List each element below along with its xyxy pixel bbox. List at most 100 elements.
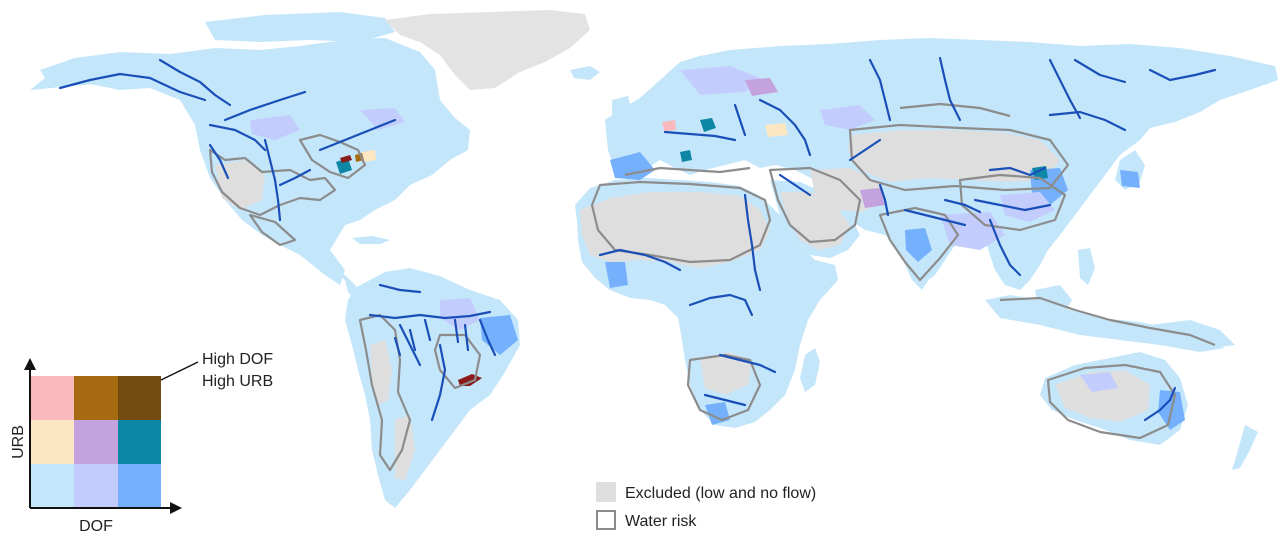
mid-dof-patch bbox=[820, 105, 875, 130]
river-murray bbox=[1143, 386, 1177, 422]
water-risk-australia bbox=[1046, 363, 1177, 440]
legend-cell-r2-c2 bbox=[118, 464, 161, 508]
river-mekong bbox=[988, 218, 1022, 277]
legend-x-axis-arrow bbox=[170, 502, 182, 514]
water-risk-north-america bbox=[208, 148, 337, 217]
river-orange bbox=[703, 393, 747, 407]
risk-patches bbox=[250, 66, 1185, 430]
river-danube bbox=[663, 130, 737, 142]
legend-x-axis-label: DOF bbox=[79, 518, 113, 535]
legend-callout-line1: High DOF bbox=[202, 351, 273, 368]
river-amu-darya bbox=[848, 138, 882, 162]
pink-patch bbox=[662, 120, 676, 131]
river-congo bbox=[688, 293, 754, 317]
lavender-patch bbox=[860, 188, 885, 208]
water-risk-central-asia bbox=[848, 123, 1070, 192]
water-risk-middle-east bbox=[768, 166, 862, 244]
river-niger bbox=[598, 248, 682, 272]
australia-excluded bbox=[1055, 370, 1150, 422]
atacama-excluded bbox=[370, 340, 392, 405]
river-yellow bbox=[988, 166, 1047, 177]
high-dof-patch bbox=[605, 262, 628, 288]
water-risk-swatch bbox=[596, 510, 616, 530]
river-lena bbox=[1048, 58, 1082, 120]
river-brahmaputra bbox=[943, 198, 982, 214]
patagonia-excluded bbox=[395, 415, 415, 480]
river-tributaries-amazon bbox=[393, 318, 470, 357]
river-nelson bbox=[223, 90, 307, 122]
mid-dof-patch bbox=[1000, 192, 1055, 222]
teal-patch bbox=[336, 158, 352, 174]
water-risk-us-east bbox=[298, 133, 367, 180]
water-risk-mexico bbox=[248, 213, 297, 247]
papua-land bbox=[1150, 320, 1235, 348]
river-orinoco bbox=[378, 283, 422, 294]
philippines-land bbox=[1078, 248, 1095, 285]
legend-callout-line2: High URB bbox=[202, 373, 273, 390]
mid-dof-patch bbox=[940, 212, 1005, 250]
water-risk-label: Water risk bbox=[625, 513, 697, 530]
river-yenisei bbox=[938, 56, 962, 122]
new-zealand-land bbox=[1232, 425, 1258, 470]
kalahari-excluded bbox=[700, 352, 752, 395]
river-colorado bbox=[208, 143, 230, 180]
caribbean-land bbox=[352, 236, 390, 244]
secondary-legend: Excluded (low and no flow) Water risk bbox=[596, 482, 816, 530]
river-kolyma bbox=[1148, 68, 1217, 82]
high-dof-high-urb-patch bbox=[340, 155, 352, 163]
legend-cell-r2-c0 bbox=[30, 464, 74, 508]
legend-cell-r1-c1 bbox=[74, 420, 118, 464]
water-risk-europe bbox=[624, 166, 751, 177]
river-ohio bbox=[278, 168, 312, 187]
river-missouri bbox=[208, 123, 267, 152]
water-risk-south-america bbox=[358, 313, 412, 472]
greenland-land bbox=[385, 10, 590, 90]
river-siberia-east bbox=[1073, 58, 1127, 84]
mid-dof-patch bbox=[360, 108, 405, 130]
cream-patch bbox=[765, 123, 788, 137]
river-amazon bbox=[368, 310, 492, 320]
water-risk-mongolia bbox=[899, 102, 1011, 118]
river-volga bbox=[758, 98, 812, 157]
river-indus bbox=[878, 183, 890, 217]
high-dof-patch bbox=[1120, 170, 1140, 188]
river-sao-francisco bbox=[478, 318, 497, 357]
river-dnieper bbox=[733, 103, 747, 137]
teal-patch bbox=[680, 150, 692, 162]
river-mississippi bbox=[263, 138, 282, 222]
river-ganges bbox=[903, 208, 967, 227]
iceland-land bbox=[570, 66, 600, 80]
river-saint-lawrence bbox=[318, 118, 397, 152]
river-madeira bbox=[398, 323, 422, 367]
legend-cell-r1-c2 bbox=[118, 420, 161, 464]
bivariate-legend: URB DOF High DOF High URB bbox=[10, 351, 273, 535]
river-parana bbox=[430, 343, 447, 422]
legend-cell-r1-c0 bbox=[30, 420, 74, 464]
mid-dof-patch bbox=[680, 66, 760, 95]
mid-dof-patch bbox=[440, 298, 480, 330]
river-euphrates bbox=[778, 173, 812, 197]
river-yukon bbox=[58, 72, 207, 102]
river-mackenzie bbox=[158, 58, 232, 107]
water-risk-indonesia bbox=[999, 296, 1216, 347]
arctic-islands-land bbox=[205, 12, 395, 42]
water-risk-south-africa bbox=[686, 353, 762, 422]
sahara-excluded bbox=[580, 192, 770, 268]
mid-dof-patch bbox=[1080, 372, 1118, 392]
rivers bbox=[58, 56, 1217, 422]
water-risk-north-africa bbox=[590, 180, 772, 264]
north-america-land bbox=[55, 38, 470, 285]
water-risk-outlines bbox=[208, 102, 1216, 472]
river-nile bbox=[743, 193, 762, 292]
excluded-areas bbox=[215, 130, 1150, 480]
legend-cell-r0-c2 bbox=[118, 376, 161, 420]
legend-y-axis-arrow bbox=[24, 358, 36, 370]
legend-y-axis-label: URB bbox=[10, 425, 27, 459]
legend-callout-line bbox=[160, 361, 199, 381]
excluded-swatch bbox=[596, 482, 616, 502]
cream-patch bbox=[362, 150, 376, 162]
water-risk-india bbox=[878, 206, 960, 282]
teal-patch bbox=[700, 118, 716, 132]
river-ob bbox=[868, 58, 892, 122]
